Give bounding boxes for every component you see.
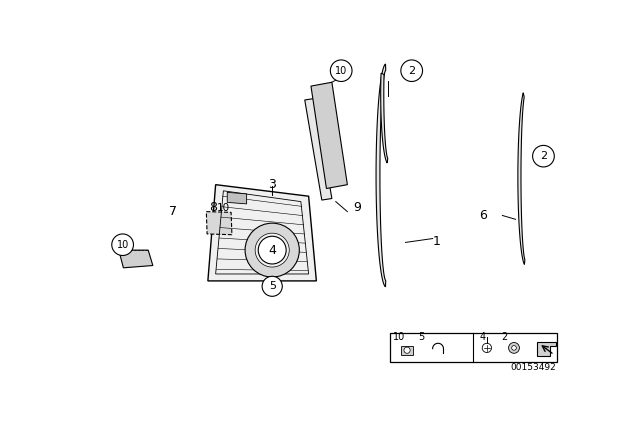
Circle shape — [255, 233, 289, 267]
Text: 2: 2 — [502, 332, 508, 342]
Circle shape — [330, 60, 352, 82]
Polygon shape — [119, 250, 153, 268]
Text: 2: 2 — [408, 66, 415, 76]
Text: 4: 4 — [480, 332, 486, 342]
Text: 9: 9 — [353, 201, 362, 214]
Circle shape — [509, 343, 520, 353]
Polygon shape — [537, 342, 556, 356]
Circle shape — [404, 347, 410, 353]
Text: 00153492: 00153492 — [510, 363, 556, 372]
Text: 5: 5 — [269, 281, 276, 291]
Text: 2: 2 — [540, 151, 547, 161]
Text: 10: 10 — [217, 203, 230, 213]
Polygon shape — [381, 73, 388, 163]
Circle shape — [401, 60, 422, 82]
Circle shape — [245, 223, 300, 277]
Circle shape — [482, 343, 492, 353]
Text: 8: 8 — [209, 201, 218, 214]
Bar — [401, 345, 413, 355]
Text: 4: 4 — [268, 244, 276, 257]
Text: 5: 5 — [418, 332, 424, 342]
Polygon shape — [376, 64, 386, 287]
Text: 10: 10 — [393, 332, 405, 342]
Polygon shape — [305, 99, 332, 200]
Polygon shape — [227, 192, 246, 204]
Circle shape — [262, 276, 282, 296]
Polygon shape — [311, 82, 348, 189]
Circle shape — [532, 146, 554, 167]
Text: 6: 6 — [479, 209, 487, 222]
Text: 3: 3 — [268, 178, 276, 191]
Text: 10: 10 — [335, 66, 348, 76]
Polygon shape — [208, 185, 316, 281]
Text: 10: 10 — [116, 240, 129, 250]
Circle shape — [511, 345, 516, 350]
Text: 7: 7 — [169, 205, 177, 218]
Polygon shape — [518, 93, 525, 264]
Polygon shape — [206, 211, 232, 235]
Bar — [390, 332, 557, 362]
Circle shape — [259, 236, 286, 264]
Circle shape — [112, 234, 134, 255]
Text: 1: 1 — [433, 235, 440, 248]
